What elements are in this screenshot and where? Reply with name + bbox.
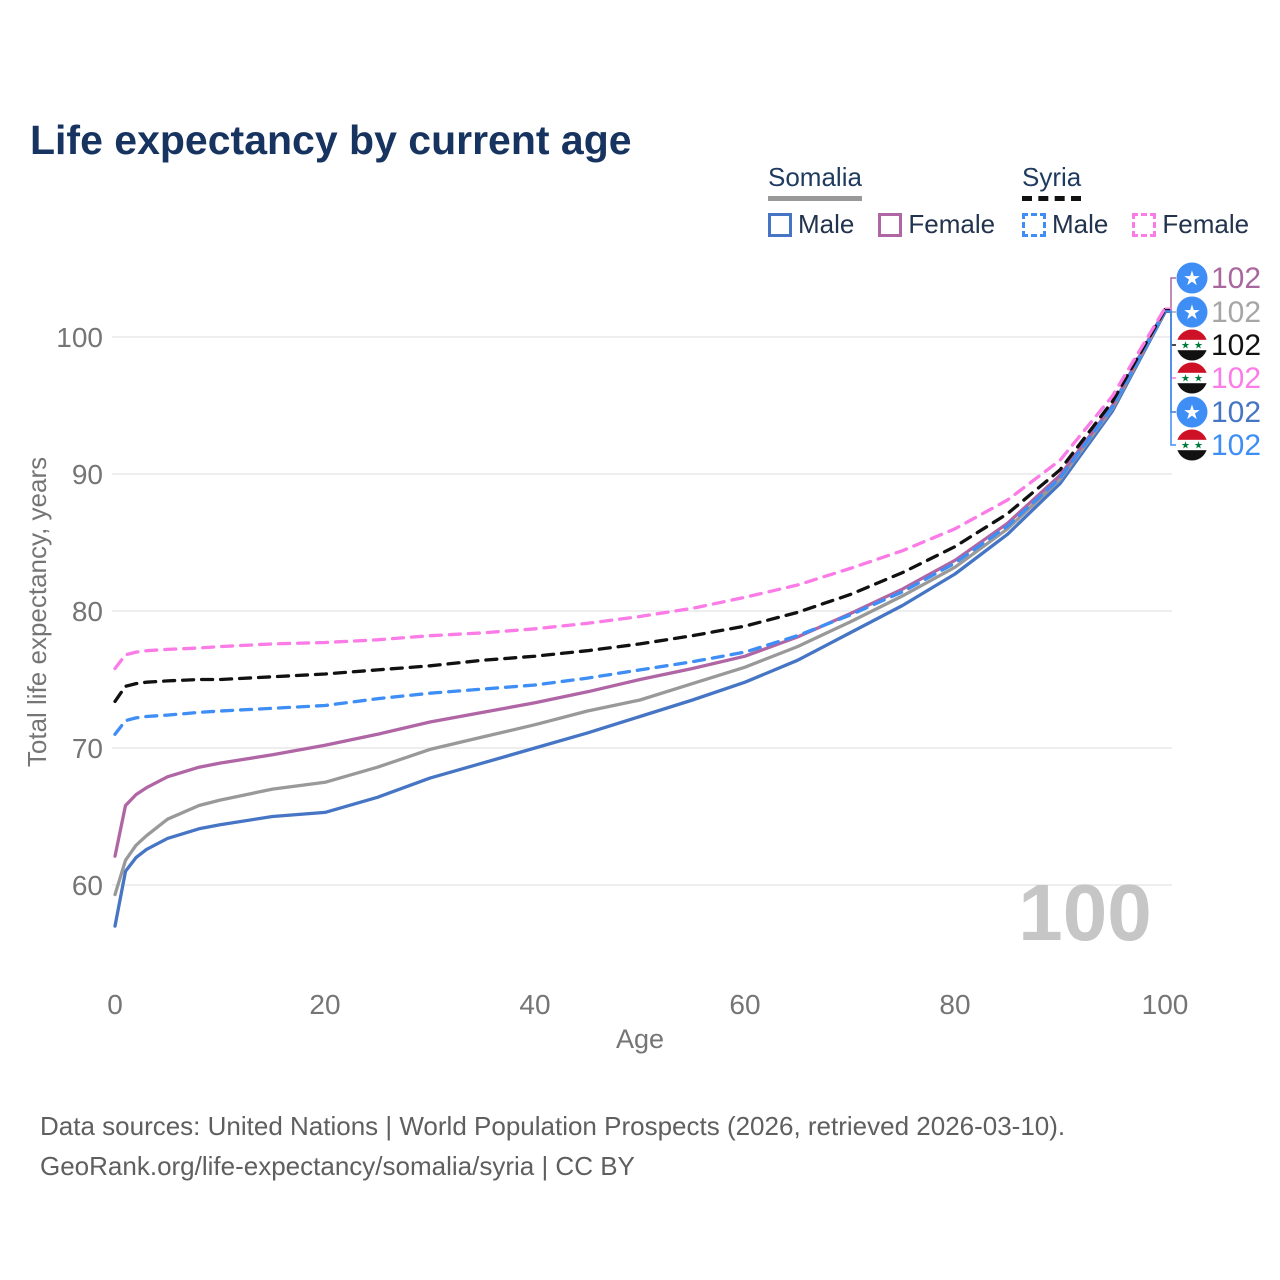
syria-flag-icon: ★ ★ [1176, 429, 1208, 461]
y-tick-label-100: 100 [56, 322, 103, 353]
series-line-somalia-female[interactable] [113, 307, 1167, 858]
legend-item-somalia-female[interactable]: Female [878, 209, 995, 240]
footer-data-sources: Data sources: United Nations | World Pop… [40, 1111, 1066, 1141]
somalia-flag-icon [1176, 396, 1208, 428]
somalia-flag-icon [1176, 262, 1208, 294]
y-tick-label-60: 60 [72, 870, 103, 901]
legend-swatch-syria-female [1132, 212, 1157, 237]
end-value-label-somalia-male[interactable]: 102 [1211, 396, 1261, 429]
x-tick-label-80: 80 [939, 989, 970, 1020]
somalia-star-icon: ★ [1183, 402, 1201, 424]
series-line-somalia-male[interactable] [113, 310, 1167, 928]
legend-header-syria[interactable]: Syria [1022, 162, 1082, 201]
legend-item-somalia-male[interactable]: Male [768, 209, 854, 240]
syria-star-icon: ★ [1194, 374, 1203, 385]
syria-flag-icon: ★ ★ [1176, 329, 1208, 361]
end-label-connector-5 [1165, 310, 1176, 446]
page-title: Life expectancy by current age [30, 117, 632, 164]
legend-label-somalia-female: Female [908, 209, 996, 239]
legend-swatch-syria-male [1022, 212, 1046, 237]
x-tick-label-100: 100 [1142, 989, 1189, 1020]
x-tick-label-0: 0 [107, 989, 123, 1020]
legend-item-syria-male[interactable]: Male [1022, 209, 1108, 240]
y-tick-label-80: 80 [72, 596, 103, 627]
y-tick-label-70: 70 [72, 733, 103, 764]
end-value-label-syria-male[interactable]: 102 [1211, 429, 1261, 462]
legend-label-syria-female: Female [1162, 209, 1250, 239]
y-tick-label-90: 90 [72, 459, 103, 490]
somalia-flag-icon [1176, 296, 1208, 328]
syria-star-icon: ★ [1194, 441, 1203, 452]
syria-star-icon: ★ [1194, 341, 1203, 352]
legend-group-syria: Syria Male Female [1022, 162, 1249, 240]
series-line-syria-male[interactable] [113, 309, 1167, 736]
legend-label-syria-male: Male [1052, 209, 1109, 239]
end-value-label-syria-both[interactable]: 102 [1211, 329, 1261, 362]
legend-item-syria-female[interactable]: Female [1132, 209, 1249, 240]
somalia-star-icon: ★ [1183, 268, 1201, 290]
current-age-watermark: 100 [1018, 868, 1151, 957]
legend-items-syria: Male Female [1022, 209, 1249, 240]
end-value-label-somalia-female[interactable]: 102 [1211, 262, 1261, 295]
end-value-label-syria-female[interactable]: 102 [1211, 362, 1261, 395]
syria-flag-icon: ★ ★ [1176, 362, 1208, 394]
legend-group-somalia: Somalia Male Female [768, 162, 995, 240]
syria-star-icon: ★ [1181, 374, 1190, 385]
series-line-syria-both[interactable] [113, 307, 1167, 704]
footer-attribution: Data sources: United Nations | World Pop… [40, 1106, 1065, 1186]
footer-url-license: GeoRank.org/life-expectancy/somalia/syri… [40, 1151, 635, 1181]
x-tick-label-60: 60 [729, 989, 760, 1020]
legend-header-somalia[interactable]: Somalia [768, 162, 862, 201]
syria-star-icon: ★ [1181, 441, 1190, 452]
syria-star-icon: ★ [1181, 341, 1190, 352]
x-tick-label-20: 20 [309, 989, 340, 1020]
legend-swatch-somalia-male [768, 212, 792, 237]
series-line-somalia-both[interactable] [113, 309, 1167, 897]
series-line-syria-female[interactable] [113, 306, 1167, 671]
x-tick-label-40: 40 [519, 989, 550, 1020]
legend-label-somalia-male: Male [798, 209, 855, 239]
legend-items-somalia: Male Female [768, 209, 995, 240]
x-axis-title: Age [616, 1024, 664, 1054]
end-label-connector-0 [1165, 277, 1176, 311]
legend-swatch-somalia-female [878, 212, 903, 237]
y-axis-title: Total life expectancy, years [22, 457, 52, 767]
end-value-label-somalia-both[interactable]: 102 [1211, 296, 1261, 329]
somalia-star-icon: ★ [1183, 302, 1201, 324]
